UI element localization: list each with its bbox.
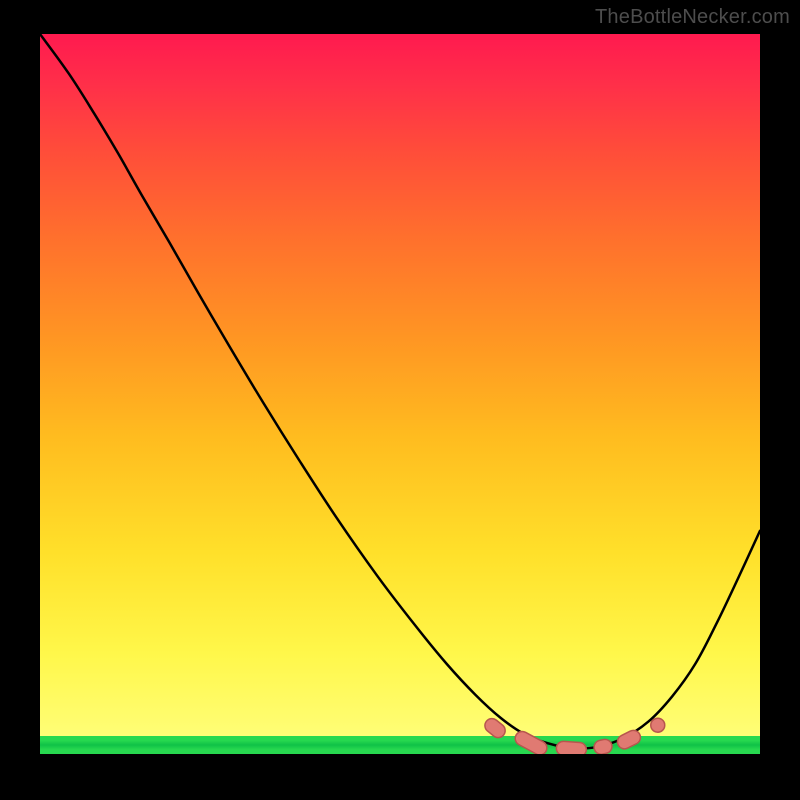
marker-capsule: [513, 729, 550, 754]
marker-capsule: [648, 715, 668, 735]
marker-capsule: [593, 738, 613, 754]
watermark-text: TheBottleNecker.com: [595, 6, 790, 29]
marker-layer: [40, 34, 760, 754]
marker-capsule: [615, 728, 643, 751]
plot-area: [40, 34, 760, 754]
marker-capsule: [556, 741, 587, 754]
chart-root: TheBottleNecker.com: [0, 0, 800, 800]
marker-capsule: [482, 716, 508, 741]
